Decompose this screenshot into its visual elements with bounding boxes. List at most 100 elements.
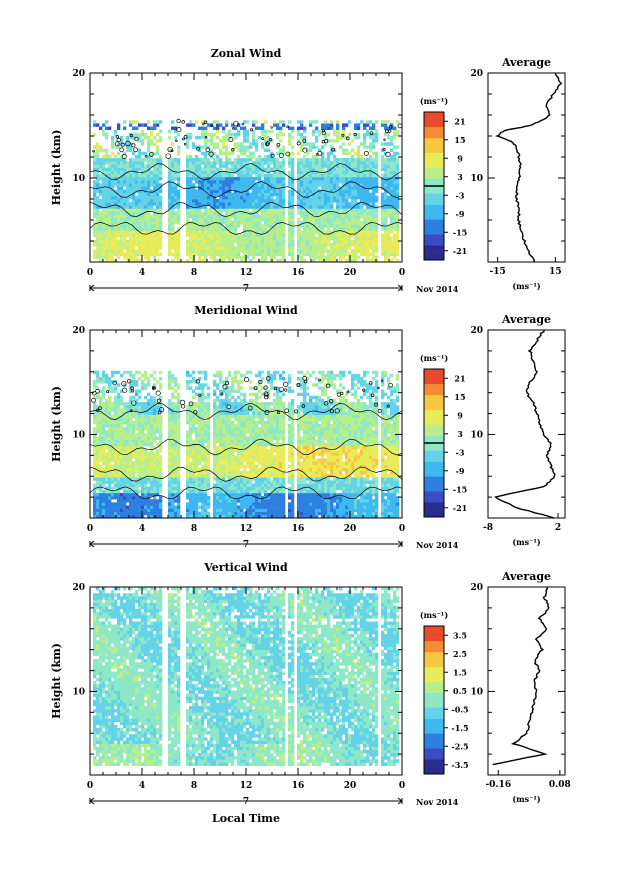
heat-cell [123,446,126,449]
heat-cell [159,234,162,237]
heat-cell [123,215,126,218]
heat-cell [213,158,216,161]
heat-cell [303,246,306,249]
average-title: Average [501,56,551,69]
heat-cell [141,437,144,440]
colorbar-segment [424,223,444,227]
heat-cell [207,183,210,186]
heat-cell [339,196,342,199]
heat-cell [357,224,360,227]
heat-cell [240,196,243,199]
heat-cell [123,499,126,502]
heat-cell [369,155,372,158]
heat-cell [219,164,222,167]
heat-cell [132,161,135,164]
heat-cell [264,253,267,256]
heat-cell [108,237,111,240]
heat-cell [375,130,378,133]
contour-speck [166,154,171,159]
heat-cell [150,227,153,230]
heat-cell [243,186,246,189]
heat-cell [336,243,339,246]
heat-cell [168,212,171,215]
heat-cell [153,177,156,180]
heat-cell [159,496,162,499]
heat-cell [234,224,237,227]
heat-cell [96,477,99,480]
heat-cell [102,408,105,411]
heat-cell [174,458,177,461]
heat-cell [264,149,267,152]
heat-cell [225,205,228,208]
heat-cell [204,127,207,130]
heat-cell [177,180,180,183]
heat-cell [129,446,132,449]
heat-cell [366,180,369,183]
heat-cell [345,218,348,221]
heat-cell [156,243,159,246]
heat-cell [213,234,216,237]
heat-cell [174,405,177,408]
heat-cell [210,149,213,152]
heat-cell [99,256,102,259]
heat-cell [186,411,189,414]
heat-cell [117,383,120,386]
heat-cell [186,455,189,458]
heat-cell [129,205,132,208]
heat-cell [270,234,273,237]
heat-cell [267,243,270,246]
heat-cell [117,402,120,405]
heat-cell [153,186,156,189]
heat-cell [150,234,153,237]
heat-cell [234,136,237,139]
heat-cell [147,462,150,465]
heat-cell [150,430,153,433]
heat-cell [258,183,261,186]
heat-cell [225,133,228,136]
heat-cell [93,212,96,215]
heat-cell [111,430,114,433]
heat-cell [132,446,135,449]
heat-cell [117,455,120,458]
heat-cell [120,249,123,252]
heat-cell [120,218,123,221]
heat-cell [138,196,141,199]
heat-cell [312,221,315,224]
heat-cell [366,123,369,126]
heat-cell [363,127,366,130]
heat-cell [264,237,267,240]
heat-cell [159,505,162,508]
heat-cell [363,180,366,183]
heat-cell [357,193,360,196]
heat-cell [144,487,147,490]
heat-cell [360,237,363,240]
heat-cell [174,505,177,508]
heat-cell [291,127,294,130]
heat-cell [189,155,192,158]
heat-cell [105,249,108,252]
heat-cell [159,490,162,493]
heat-cell [243,127,246,130]
heat-cell [258,161,261,164]
heat-cell [174,380,177,383]
heat-cell [129,196,132,199]
heat-cell [198,512,201,515]
heat-cell [171,215,174,218]
colorbar-segment [424,127,444,131]
heat-cell [267,158,270,161]
heat-cell [150,415,153,418]
heat-cell [252,171,255,174]
heat-cell [171,405,174,408]
heat-cell [123,243,126,246]
heat-cell [141,152,144,155]
heat-cell [222,256,225,259]
heat-cell [120,462,123,465]
heat-cell [126,433,129,436]
heat-cell [141,505,144,508]
heat-cell [357,155,360,158]
heat-cell [360,246,363,249]
heat-cell [96,243,99,246]
heat-cell [189,446,192,449]
heat-cell [189,490,192,493]
heat-cell [297,243,300,246]
